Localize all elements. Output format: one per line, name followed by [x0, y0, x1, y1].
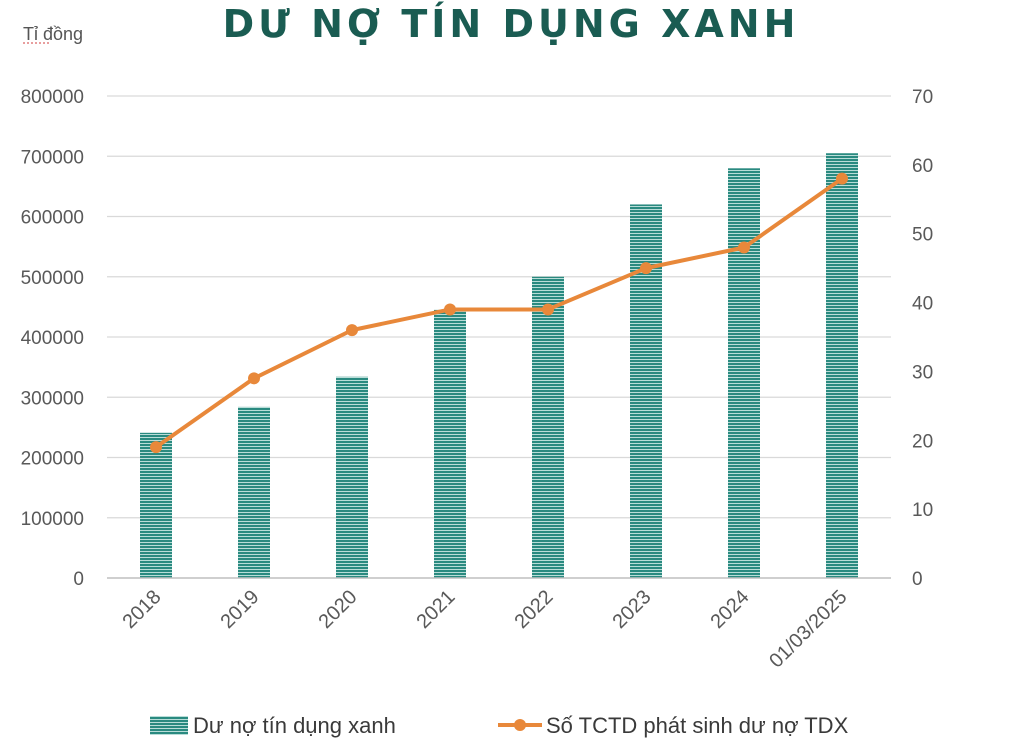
y-left-tick-label: 700000 [21, 147, 84, 168]
y-left-tick-label: 600000 [21, 208, 84, 229]
gridlines [107, 95, 891, 519]
legend-bar-swatch [150, 716, 188, 735]
legend-line-label: Số TCTD phát sinh dư nợ TDX [546, 713, 849, 738]
y-left-tick-label: 0 [73, 569, 84, 590]
x-tick-label: 2022 [511, 586, 558, 633]
y-right-tick-label: 10 [912, 500, 933, 521]
y-left-tick-label: 500000 [21, 268, 84, 289]
y-left-tick-label: 100000 [21, 509, 84, 530]
y-axis-unit-label: Tỉ đồng [23, 24, 83, 44]
x-tick-label: 01/03/2025 [765, 586, 851, 672]
x-tick-label: 2021 [413, 586, 460, 633]
y-left-tick-label: 200000 [21, 449, 84, 470]
bar [336, 376, 368, 578]
legend-line-marker [514, 719, 526, 731]
x-tick-label: 2019 [217, 586, 264, 633]
bar [826, 153, 858, 579]
bar [238, 406, 270, 578]
line-point [346, 324, 358, 337]
y-axis-left-ticks: 0 100000 200000 300000 400000 500000 600000 700… [21, 87, 84, 590]
line-point [150, 441, 162, 454]
legend-bar-label: Dư nợ tín dụng xanh [193, 713, 396, 738]
legend: Dư nợ tín dụng xanh Số TCTD phát sinh dư… [150, 713, 849, 738]
x-axis-ticks: 2018 2019 2020 2021 2022 2023 2024 01/03/2025 [119, 586, 852, 672]
bar [532, 276, 564, 578]
line-point [248, 372, 260, 385]
x-tick-label: 2023 [609, 586, 656, 633]
bar [434, 309, 466, 578]
y-right-tick-label: 60 [912, 156, 933, 177]
bar [140, 432, 172, 578]
y-left-tick-label: 400000 [21, 328, 84, 349]
line-point [444, 303, 456, 316]
y-right-tick-label: 70 [912, 87, 933, 108]
y-right-tick-label: 20 [912, 431, 933, 452]
y-left-tick-label: 300000 [21, 388, 84, 409]
line-point [738, 241, 750, 254]
x-tick-label: 2018 [119, 586, 166, 633]
bar-series [140, 153, 858, 579]
y-right-tick-label: 40 [912, 294, 933, 315]
y-left-tick-label: 800000 [21, 87, 84, 108]
bar [630, 204, 662, 578]
x-tick-label: 2020 [315, 586, 362, 633]
chart-title: DƯ NỢ TÍN DỤNG XANH [223, 2, 800, 46]
series-line [154, 176, 844, 450]
y-right-tick-label: 30 [912, 362, 933, 383]
line-point [542, 303, 554, 316]
x-tick-label: 2024 [707, 586, 754, 633]
y-right-tick-label: 0 [912, 569, 923, 590]
line-point [640, 262, 652, 275]
line-point [836, 172, 848, 185]
bar [728, 168, 760, 579]
y-axis-right-ticks: 0 10 20 30 40 50 60 70 [912, 87, 933, 590]
line-series [150, 172, 848, 454]
y-right-tick-label: 50 [912, 225, 933, 246]
